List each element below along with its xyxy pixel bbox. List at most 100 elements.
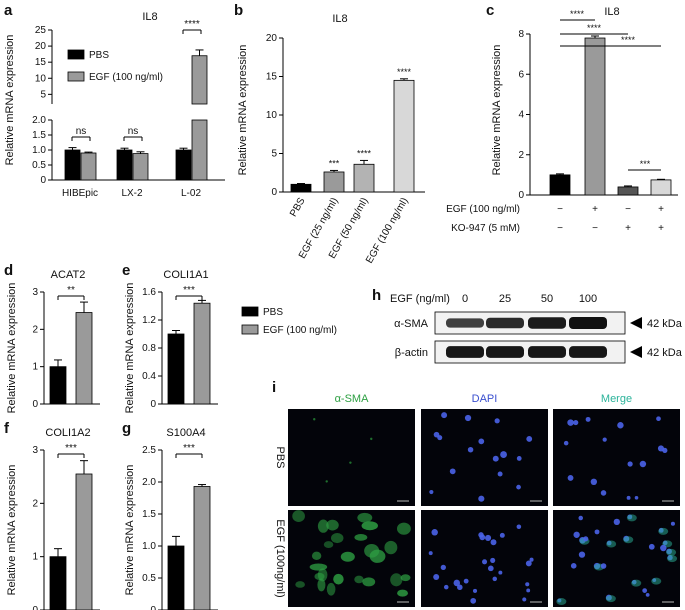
bar bbox=[49, 556, 67, 610]
nucleus bbox=[660, 544, 667, 552]
y-tick-label: 1.6 bbox=[142, 287, 156, 298]
nucleus bbox=[497, 471, 503, 477]
nucleus bbox=[590, 478, 598, 486]
bar bbox=[132, 153, 149, 181]
nucleus bbox=[522, 597, 527, 602]
micrograph-1-1 bbox=[421, 510, 548, 607]
nucleus bbox=[578, 515, 584, 521]
y-tick-label: 20 bbox=[35, 41, 47, 52]
cell-merge bbox=[667, 555, 678, 563]
y-tick-label: 2.0 bbox=[32, 115, 46, 126]
cell-green bbox=[354, 575, 364, 584]
sig-label: *** bbox=[65, 443, 77, 454]
cell-green bbox=[292, 510, 305, 523]
bar bbox=[75, 312, 93, 405]
y-tick-label: 2 bbox=[32, 498, 38, 509]
nucleus bbox=[662, 447, 668, 454]
y-tick-label: 1.0 bbox=[142, 541, 156, 552]
sig-label: *** bbox=[183, 443, 195, 454]
legend-swatch-pbs bbox=[67, 49, 85, 60]
nucleus bbox=[600, 563, 607, 569]
legend-label-pbs: PBS bbox=[263, 307, 283, 318]
condition-sign: − bbox=[557, 204, 563, 215]
column-label: DAPI bbox=[472, 393, 498, 405]
bar bbox=[64, 149, 81, 181]
y-tick-label: 15 bbox=[266, 72, 278, 83]
nucleus bbox=[499, 532, 505, 538]
sig-label: ns bbox=[128, 126, 139, 137]
blot-kda-label: 42 kDa bbox=[647, 318, 683, 330]
panel-label-i: i bbox=[272, 379, 276, 396]
bar bbox=[175, 149, 192, 181]
x-tick-label: HIBEpic bbox=[62, 188, 98, 199]
panel-label-h: h bbox=[372, 287, 381, 304]
legend-swatch-pbs bbox=[241, 306, 259, 317]
blot-band bbox=[528, 346, 566, 358]
x-tick-label: LX-2 bbox=[121, 188, 143, 199]
x-tick-label: PBS bbox=[288, 196, 308, 219]
y-tick-label: 0 bbox=[32, 605, 38, 610]
cell-green bbox=[313, 418, 316, 421]
legend-label-pbs: PBS bbox=[89, 50, 109, 61]
lane-label: 50 bbox=[541, 293, 553, 305]
blot-header-label: EGF (ng/ml) bbox=[390, 293, 450, 305]
y-tick-label: 0 bbox=[40, 175, 46, 186]
cell-green bbox=[370, 437, 373, 441]
micrograph-background bbox=[288, 409, 415, 506]
nucleus bbox=[648, 543, 655, 550]
nucleus bbox=[613, 518, 620, 526]
nucleus bbox=[526, 436, 533, 442]
cell-merge bbox=[606, 540, 617, 548]
nucleus bbox=[656, 416, 661, 422]
nucleus bbox=[437, 435, 443, 441]
cell-green bbox=[309, 563, 328, 571]
panel-i: α-SMA DAPI Merge PBS EGF (100ng/ml) bbox=[274, 393, 680, 607]
bar bbox=[167, 545, 185, 610]
sig-label: *** bbox=[329, 158, 340, 168]
panel-label-b: b bbox=[234, 2, 243, 19]
nucleus bbox=[585, 416, 591, 422]
bar bbox=[549, 174, 571, 196]
nucleus bbox=[478, 438, 485, 445]
y-tick-label: 2 bbox=[518, 150, 524, 161]
nucleus bbox=[642, 588, 648, 593]
y-tick-label: 2.5 bbox=[142, 445, 156, 456]
nucleus bbox=[526, 588, 531, 593]
blot-kda-label: 42 kDa bbox=[647, 347, 683, 359]
nucleus bbox=[617, 422, 624, 429]
nucleus bbox=[443, 584, 449, 590]
nucleus bbox=[464, 414, 472, 422]
nucleus bbox=[570, 563, 577, 569]
nucleus bbox=[602, 437, 607, 442]
y-axis-label: Relative mRNA expression bbox=[124, 283, 136, 414]
nucleus bbox=[487, 565, 494, 572]
cell-green bbox=[362, 577, 376, 587]
micrograph-1-0 bbox=[288, 510, 415, 607]
cell-green bbox=[361, 521, 378, 531]
y-tick-label: 2.0 bbox=[142, 477, 156, 488]
x-tick-label: L-02 bbox=[181, 188, 201, 199]
legend-small-panels: PBS EGF (100 ng/ml) bbox=[241, 306, 337, 336]
y-axis-label: Relative mRNA expression bbox=[124, 465, 136, 596]
chart-title: ACAT2 bbox=[51, 269, 86, 281]
nucleus bbox=[529, 557, 534, 562]
y-tick-label: 1 bbox=[32, 552, 38, 563]
y-axis-label: Relative mRNA expression bbox=[6, 283, 18, 414]
nucleus bbox=[573, 531, 580, 538]
cell-green bbox=[384, 540, 398, 555]
panel-b: IL8 Relative mRNA expression 0 5 10 15 20 PBS **… bbox=[237, 13, 425, 266]
cell-merge bbox=[626, 514, 637, 522]
micrograph-background bbox=[553, 510, 680, 607]
panel-label-c: c bbox=[486, 2, 494, 19]
y-tick-label: 5 bbox=[271, 149, 277, 160]
blot-row-label: β-actin bbox=[395, 347, 428, 359]
cell-green bbox=[357, 512, 373, 523]
bar bbox=[650, 179, 672, 196]
sig-label: **** bbox=[570, 9, 585, 19]
y-tick-label: 25 bbox=[35, 25, 47, 36]
y-tick-label: 0.8 bbox=[142, 343, 156, 354]
nucleus bbox=[429, 489, 434, 495]
sig-label: **** bbox=[184, 19, 200, 30]
nucleus bbox=[440, 564, 446, 570]
